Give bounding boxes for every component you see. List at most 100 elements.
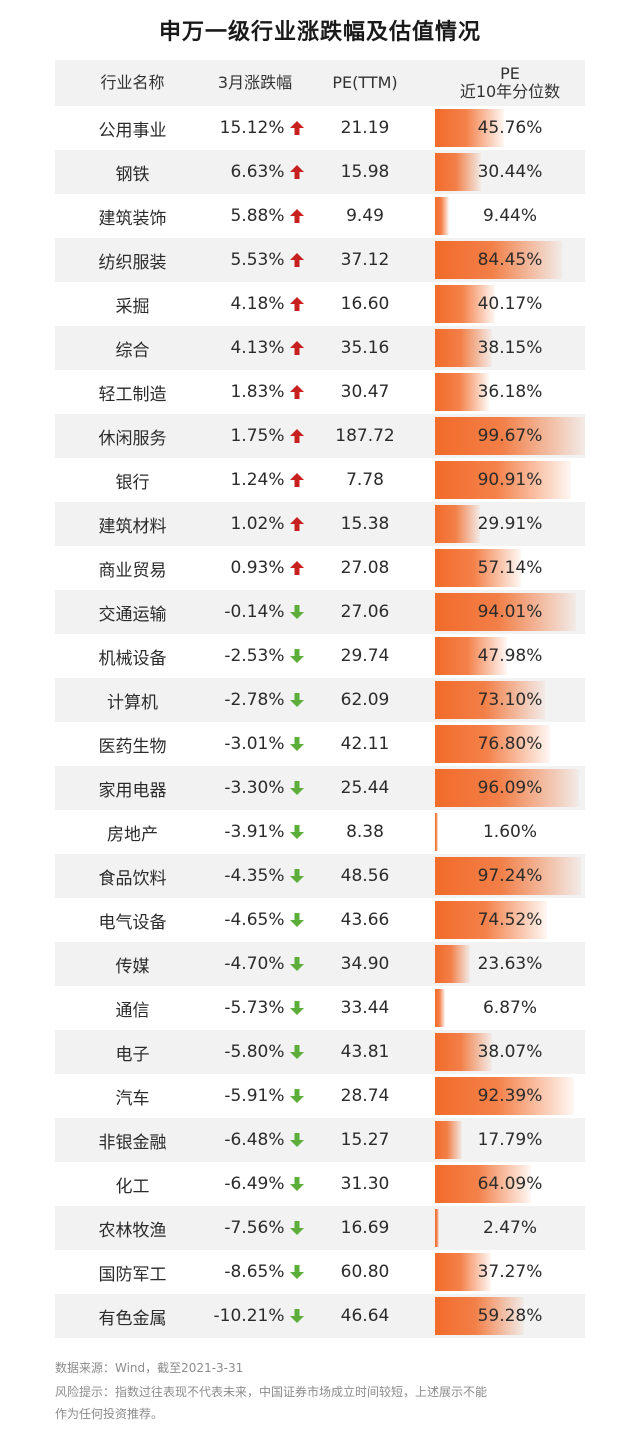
table-row: 房地产 -3.91% 8.38 1.60% (55, 810, 585, 854)
percentile-bar (435, 989, 446, 1027)
percentile-bar-track (435, 1209, 585, 1247)
percentile-bar (435, 417, 585, 455)
industry-name: 食品饮料 (98, 868, 167, 889)
change-cell: -4.70% (195, 942, 315, 986)
change-value: -5.80% (224, 1042, 285, 1062)
percentile-bar (435, 1077, 574, 1115)
percentile-value: 47.98% (477, 646, 543, 666)
table-row: 计算机 -2.78% 62.09 73.10% (55, 678, 585, 722)
percentile-value: 57.14% (477, 558, 543, 578)
percentile-bar (435, 1297, 524, 1335)
arrow-down-icon (288, 824, 306, 840)
change-cell: 6.63% (195, 150, 315, 194)
percentile-bar (435, 109, 504, 147)
industry-name: 国防军工 (98, 1264, 167, 1285)
header-industry: 行业名称 (100, 73, 165, 92)
change-cell: -6.48% (195, 1118, 315, 1162)
change-value: -3.91% (224, 822, 285, 842)
percentile-bar (435, 373, 490, 411)
pe-value: 37.12 (340, 250, 390, 270)
arrow-up-icon (288, 120, 306, 136)
pe-value: 43.66 (340, 910, 390, 930)
table-row: 建筑装饰 5.88% 9.49 9.44% (55, 194, 585, 238)
change-cell: 4.18% (195, 282, 315, 326)
industry-name: 家用电器 (98, 780, 167, 801)
change-value: -6.48% (224, 1130, 285, 1150)
table-row: 医药生物 -3.01% 42.11 76.80% (55, 722, 585, 766)
change-value: 1.83% (230, 382, 285, 402)
table-row: 电气设备 -4.65% 43.66 74.52% (55, 898, 585, 942)
change-cell: -5.91% (195, 1074, 315, 1118)
industry-name: 公用事业 (98, 120, 167, 141)
change-value: 15.12% (219, 118, 285, 138)
table-row: 通信 -5.73% 33.44 6.87% (55, 986, 585, 1030)
industry-name: 轻工制造 (98, 384, 167, 405)
table-row: 轻工制造 1.83% 30.47 36.18% (55, 370, 585, 414)
change-cell: 4.13% (195, 326, 315, 370)
change-cell: -2.78% (195, 678, 315, 722)
table-row: 商业贸易 0.93% 27.08 57.14% (55, 546, 585, 590)
arrow-down-icon (288, 1132, 306, 1148)
pe-value: 35.16 (340, 338, 390, 358)
pe-value: 28.74 (340, 1086, 390, 1106)
industry-name: 机械设备 (98, 648, 167, 669)
industry-name: 休闲服务 (98, 428, 167, 449)
percentile-value: 36.18% (477, 382, 543, 402)
percentile-value: 29.91% (477, 514, 543, 534)
industry-name: 化工 (115, 1176, 150, 1197)
industry-name: 纺织服装 (98, 252, 167, 273)
change-value: -4.65% (224, 910, 285, 930)
percentile-value: 73.10% (477, 690, 543, 710)
industry-name: 建筑材料 (98, 516, 167, 537)
arrow-down-icon (288, 1044, 306, 1060)
header-pe: PE(TTM) (332, 73, 398, 92)
pe-value: 15.27 (340, 1130, 390, 1150)
change-value: 5.88% (230, 206, 285, 226)
percentile-value: 1.60% (482, 822, 537, 842)
percentile-bar-track (435, 1033, 585, 1071)
arrow-up-icon (288, 340, 306, 356)
pe-value: 8.38 (346, 822, 384, 842)
percentile-value: 40.17% (477, 294, 543, 314)
percentile-value: 97.24% (477, 866, 543, 886)
percentile-bar-track (435, 461, 585, 499)
percentile-bar-track (435, 725, 585, 763)
change-cell: 1.02% (195, 502, 315, 546)
percentile-bar (435, 329, 493, 367)
table-row: 电子 -5.80% 43.81 38.07% (55, 1030, 585, 1074)
percentile-bar-track (435, 769, 585, 807)
percentile-bar (435, 461, 572, 499)
change-cell: -8.65% (195, 1250, 315, 1294)
percentile-bar (435, 1209, 439, 1247)
arrow-down-icon (288, 780, 306, 796)
change-cell: -5.73% (195, 986, 315, 1030)
arrow-up-icon (288, 384, 306, 400)
pe-value: 9.49 (346, 206, 384, 226)
change-value: -5.73% (224, 998, 285, 1018)
pe-value: 43.81 (340, 1042, 390, 1062)
percentile-value: 23.63% (477, 954, 543, 974)
table-body: 公用事业 15.12% 21.19 45.76% 钢铁 6.63% 15.98 30.44% 建… (55, 106, 585, 1338)
percentile-value: 9.44% (482, 206, 537, 226)
percentile-value: 94.01% (477, 602, 543, 622)
industry-name: 有色金属 (98, 1308, 167, 1329)
industry-name: 传媒 (115, 956, 150, 977)
change-value: -2.78% (224, 690, 285, 710)
industry-name: 电气设备 (98, 912, 167, 933)
change-cell: 1.83% (195, 370, 315, 414)
change-cell: 1.75% (195, 414, 315, 458)
change-cell: -0.14% (195, 590, 315, 634)
percentile-value: 38.15% (477, 338, 543, 358)
arrow-down-icon (288, 1308, 306, 1324)
arrow-down-icon (288, 736, 306, 752)
percentile-bar-track (435, 417, 585, 455)
footer-risk-line1: 风险提示：指数过往表现不代表未来，中国证券市场成立时间较短，上述展示不能 (55, 1385, 488, 1399)
pe-value: 42.11 (340, 734, 390, 754)
table-row: 钢铁 6.63% 15.98 30.44% (55, 150, 585, 194)
percentile-value: 92.39% (477, 1086, 543, 1106)
table-row: 非银金融 -6.48% 15.27 17.79% (55, 1118, 585, 1162)
change-cell: 1.24% (195, 458, 315, 502)
pe-value: 7.78 (346, 470, 384, 490)
pe-value: 34.90 (340, 954, 390, 974)
pe-value: 187.72 (335, 426, 395, 446)
